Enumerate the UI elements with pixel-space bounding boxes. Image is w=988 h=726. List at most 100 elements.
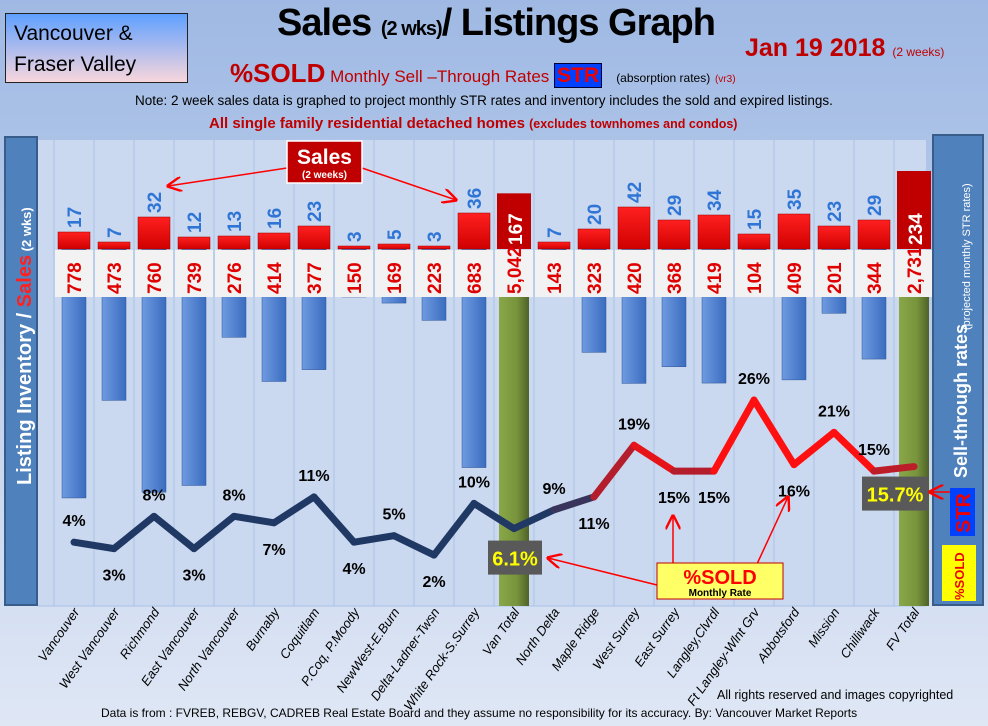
listing-value-label: 778 [65,262,86,294]
x-tick-label: Van Total [479,604,523,658]
str-value-label: 8% [222,487,245,504]
x-tick-label: White Rock-S.Surrey [401,604,484,713]
str-line-segment [350,532,398,546]
sales-value-label: 35 [785,188,806,210]
str-value-label: 15% [858,442,890,459]
str-value-label: 21% [818,403,850,420]
listing-value-label: 420 [625,262,646,294]
listing-value-label: 2,731 [905,246,926,294]
str-value-label: 15% [698,490,730,507]
str-line-segment [70,538,118,553]
str-line-segment [270,493,318,527]
listing-value-label: 409 [785,262,806,294]
sales-bar [537,241,571,250]
sales-bar [217,235,251,250]
str-line-segment [830,428,878,475]
sales-bar [577,228,611,250]
str-line-segment [510,506,558,533]
subtitle: %SOLD Monthly Sell –Through Rates STR (a… [230,58,736,89]
listing-value-label: 419 [705,262,726,294]
report-date: Jan 19 2018 (2 weeks) [745,34,944,63]
listing-value-label: 739 [185,262,206,294]
region-label-box: Vancouver & Fraser Valley [5,13,188,83]
title-rest: / Listings Graph [441,2,716,44]
str-value-label: 11% [298,468,329,485]
listing-value-label: 414 [265,262,286,294]
str-line-segment [710,396,758,475]
listing-label-bg [55,250,93,297]
listing-value-label: 683 [465,262,486,294]
listing-value-label: 5,042 [505,246,526,294]
str-line-segment [590,441,638,501]
note-text: Note: 2 week sales data is graphed to pr… [135,93,833,108]
sold-annotation-label: %SOLD [683,567,756,589]
left-axis-label: Listing Inventory / Sales (2 wks) [14,207,36,485]
str-value-label: 3% [102,568,125,585]
sales-value-label: 34 [705,189,726,211]
sales-total-bar [497,193,531,249]
listing-value-label: 368 [665,262,686,294]
str-line-segment [470,499,518,533]
sales-value-label: 20 [585,204,606,225]
sold-annotation-sub: Monthly Rate [689,588,752,599]
sales-value-label: 42 [625,182,646,203]
sales-value-label: 12 [185,212,206,233]
sales-bar [617,206,651,250]
date-text: Jan 19 2018 [745,34,893,62]
sales-value-label: 7 [545,227,566,238]
sales-bar [657,219,691,250]
copyright-text: All rights reserved and images copyright… [717,688,954,702]
listing-label-bg [415,250,453,297]
sales-value-label: 13 [225,211,246,232]
str-line-segment [110,512,158,553]
sales-value-label: 36 [465,188,486,209]
sales-bar [697,214,731,250]
x-tick-label: Chilliwack [837,604,883,661]
scope-note: (excludes townhomes and condos) [529,117,738,131]
listing-label-bg [655,250,693,297]
str-line-segment [390,532,438,559]
str-total-box [488,540,542,575]
sales-value-label: 23 [305,201,326,222]
listing-label-bg [615,250,653,297]
sales-value-label: 32 [145,192,166,213]
str-value-label: 26% [738,371,770,388]
subtitle-text: Monthly Sell –Through Rates [325,67,555,86]
right-axis-panel: Sell-through rates (projected monthly ST… [932,134,984,606]
x-tick-label: Burnaby [242,604,283,653]
listing-label-bg [495,250,533,297]
sales-bar [817,225,851,250]
str-line-segment [750,396,798,469]
sales-annotation: Sales (2 weeks) [168,140,456,200]
listing-label-bg [255,250,293,297]
sales-value-label: 29 [665,195,686,216]
listing-label-bg [215,250,253,297]
sales-bar [97,241,131,250]
str-total-label: 15.7% [867,485,924,507]
listing-value-label: 104 [745,262,766,294]
listing-label-bg [735,250,773,297]
listing-label-bg [855,250,893,297]
str-line-segment [630,441,678,475]
listing-label-bg [175,250,213,297]
str-total-box [862,476,928,511]
subtitle-str-badge: STR [554,63,603,88]
str-value-label: 5% [382,507,405,524]
sales-value-label: 5 [385,229,406,240]
str-line-segment [310,493,358,546]
str-value-label: 8% [142,487,165,504]
sales-value-label: 29 [865,195,886,216]
right-axis-label: Sell-through rates [951,324,971,478]
page-title: Sales (2 wks)/ Listings Graph [277,2,716,45]
sales-value-label: 234 [906,213,927,245]
sales-bar [257,232,291,250]
str-total-label: 6.1% [492,549,538,571]
subtitle-version: (vr3) [714,74,736,85]
str-line-segment [550,493,598,514]
sales-bar [137,216,171,250]
region-line-2: Fraser Valley [14,53,137,76]
listing-value-label: 143 [545,262,566,294]
sales-value-label: 17 [65,207,86,228]
sales-bar [57,231,91,250]
sales-value-label: 167 [506,213,527,245]
